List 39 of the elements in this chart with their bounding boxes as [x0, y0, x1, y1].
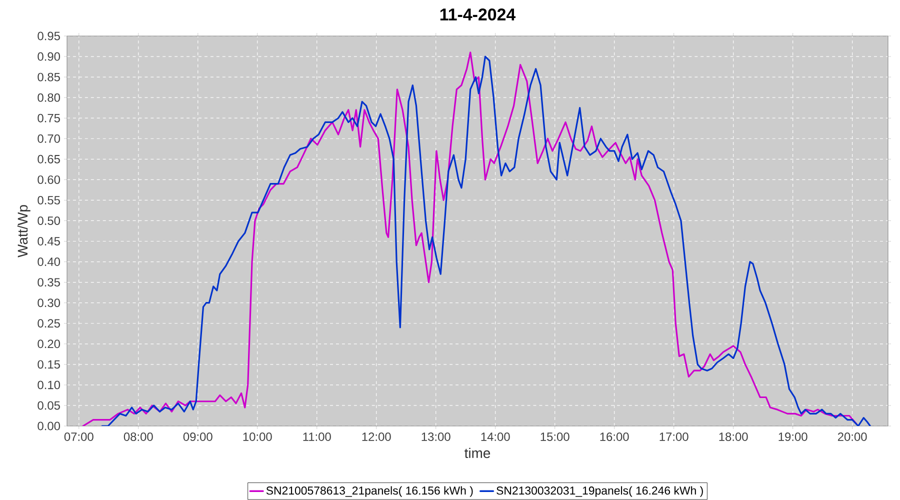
- x-tick-label: 16:00: [600, 432, 629, 441]
- x-tick-label: 17:00: [660, 432, 688, 441]
- y-tick-label: 0.30: [38, 298, 60, 308]
- y-tick-label: 0.25: [38, 319, 60, 328]
- y-tick-label: 0.75: [38, 114, 60, 122]
- y-tick-label: 0.05: [38, 401, 60, 410]
- x-tick-label: 07:00: [64, 432, 94, 441]
- y-tick-label: 0.60: [38, 175, 60, 184]
- x-tick-label: 10:00: [243, 432, 272, 441]
- x-tick-label: 19:00: [778, 432, 808, 441]
- y-tick-label: 0.50: [38, 216, 60, 225]
- y-tick-label: 0.65: [38, 154, 60, 164]
- x-tick-label: 18:00: [719, 432, 748, 441]
- y-tick-label: 0.90: [38, 52, 60, 61]
- y-tick-label: 0.45: [38, 237, 60, 246]
- x-tick-label: 14:00: [481, 432, 510, 441]
- x-tick-label: 13:00: [422, 432, 450, 441]
- y-tick-label: 0.35: [38, 278, 60, 287]
- x-tick-label: 08:00: [124, 432, 153, 441]
- y-tick-label: 0.95: [38, 32, 60, 40]
- y-tick-label: 0.85: [38, 72, 60, 82]
- x-tick-label: 11:00: [303, 432, 331, 441]
- y-tick-label: 0.55: [38, 196, 60, 204]
- y-tick-label: 0.40: [38, 258, 60, 266]
- legend-label: SN2100578613_21panels( 16.156 kWh ): [266, 486, 473, 497]
- x-axis-title: time: [464, 448, 490, 458]
- legend-label: SN2130032031_19panels( 16.246 kWh ): [496, 486, 703, 497]
- x-tick-label: 09:00: [183, 432, 212, 441]
- y-tick-label: 0.70: [38, 134, 60, 143]
- y-axis-title: Watt/Wp: [17, 205, 30, 258]
- y-tick-label: 0.10: [38, 380, 60, 390]
- chart-title: 11-4-2024: [440, 8, 516, 21]
- y-tick-label: 0.80: [38, 93, 60, 102]
- x-tick-label: 15:00: [540, 432, 570, 441]
- y-tick-label: 0.20: [38, 340, 60, 348]
- y-tick-label: 0.00: [38, 422, 60, 430]
- x-tick-label: 12:00: [362, 432, 391, 441]
- y-tick-label: 0.15: [38, 360, 60, 369]
- x-tick-label: 20:00: [838, 432, 867, 441]
